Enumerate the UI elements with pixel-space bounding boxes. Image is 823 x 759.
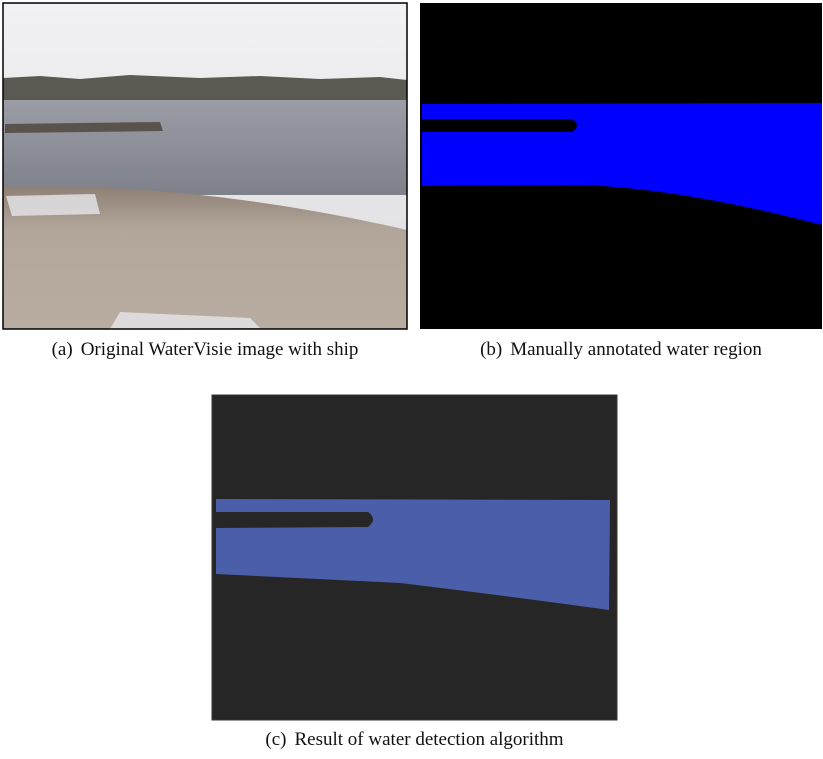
page: (a) Original WaterVisie image with ship (…: [0, 0, 823, 759]
caption-text: Result of water detection algorithm: [295, 729, 564, 750]
caption: (c) Result of water detection algorithm: [212, 729, 617, 751]
caption-label: (b): [480, 339, 502, 360]
caption-label: (a): [52, 339, 73, 360]
figure: [0, 0, 823, 759]
caption: (b) Manually annotated water region: [420, 339, 822, 361]
caption: (a) Original WaterVisie image with ship: [3, 339, 407, 361]
caption-label: (c): [265, 729, 286, 750]
result-c: [212, 395, 617, 720]
caption-text: Original WaterVisie image with ship: [81, 339, 359, 360]
caption-text: Manually annotated water region: [510, 339, 762, 360]
photo-a: [3, 3, 407, 329]
annotation-b: [420, 3, 822, 329]
